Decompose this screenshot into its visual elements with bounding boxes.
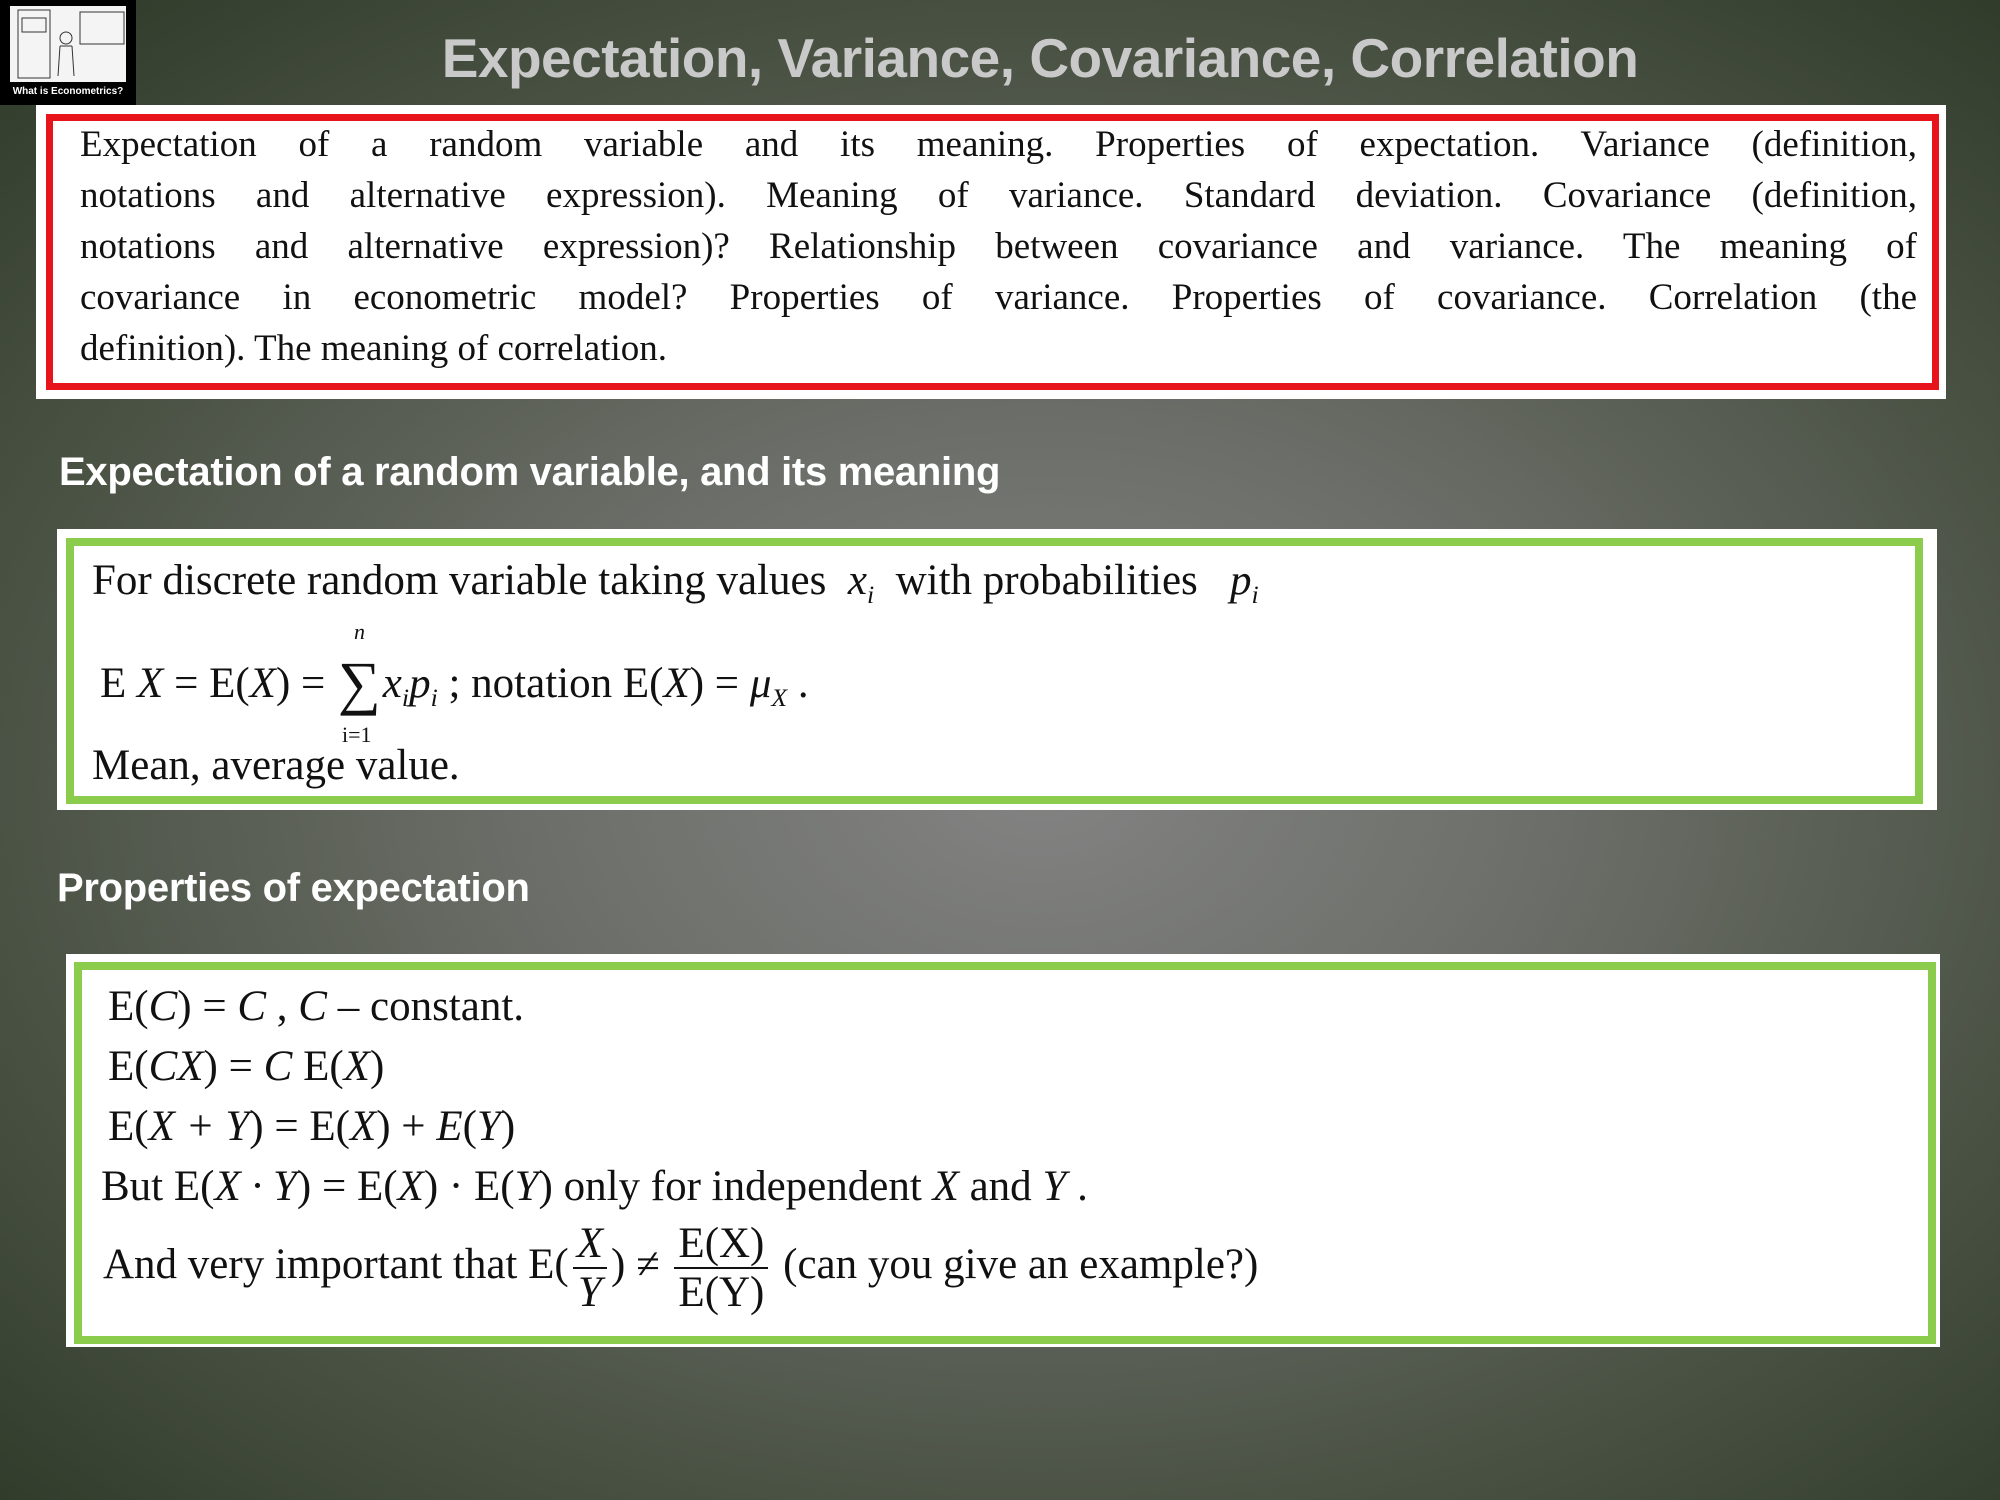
section-heading-expectation: Expectation of a random variable, and it… xyxy=(59,450,1001,494)
property-product: But E(X · Y) = E(X) · E(Y) only for inde… xyxy=(101,1162,1088,1211)
f: ( xyxy=(462,1103,477,1150)
overview-line: Expectation of a random variable and its… xyxy=(80,124,1917,165)
sigma: ∑ xyxy=(338,650,381,716)
summation-icon: ∑ n i=1 xyxy=(338,619,381,747)
logo: What is Econometrics? xyxy=(0,0,136,105)
f: Y xyxy=(1042,1163,1067,1210)
f: – constant. xyxy=(326,983,525,1030)
property-constant: E(C) = C , C – constant. xyxy=(108,982,524,1031)
subscript: X xyxy=(771,683,788,713)
f: X xyxy=(249,660,276,707)
overview-border: Expectation of a random variable and its… xyxy=(46,114,1939,390)
property-additivity: E(X + Y) = E(X) + E(Y) xyxy=(108,1102,515,1151)
numerator: X xyxy=(572,1220,607,1270)
f: X · Y xyxy=(214,1163,297,1210)
f: C xyxy=(263,1043,293,1090)
f: . xyxy=(1066,1163,1088,1210)
overview-line: notations and alternative expression)? R… xyxy=(80,226,1917,267)
cartoon-image xyxy=(10,6,126,82)
f: C xyxy=(148,983,178,1030)
numerator: E(X) xyxy=(674,1220,769,1270)
denominator: Y xyxy=(577,1269,602,1317)
property-scaling: E(CX) = C E(X) xyxy=(108,1042,384,1091)
f: . xyxy=(787,660,809,707)
f: ) = E( xyxy=(296,1163,398,1210)
f: ) xyxy=(369,1043,385,1090)
f: ) only for independent xyxy=(538,1163,933,1210)
sum-lower: i=1 xyxy=(342,722,372,747)
f: E( xyxy=(108,1103,149,1150)
f: C xyxy=(298,983,327,1030)
overview-line: notations and alternative expression). M… xyxy=(80,175,1917,216)
subscript: i xyxy=(866,580,875,610)
f: = E( xyxy=(163,660,250,707)
sum-upper: n xyxy=(354,619,366,644)
f: ) = xyxy=(177,983,238,1030)
denominator: E(Y) xyxy=(678,1269,765,1317)
logo-caption: What is Econometrics? xyxy=(12,86,124,97)
subscript: i xyxy=(1251,580,1259,610)
f: X xyxy=(343,1043,370,1090)
f: E( xyxy=(108,983,149,1030)
f: X xyxy=(137,660,164,707)
f: X + Y xyxy=(148,1103,250,1150)
f: ; notation E( xyxy=(437,660,664,707)
f: ) = xyxy=(203,1043,264,1090)
properties-box: E(C) = C , C – constant. E(CX) = C E(X) … xyxy=(66,954,1940,1347)
f: ) + xyxy=(376,1103,437,1150)
section-heading-properties: Properties of expectation xyxy=(57,866,530,910)
f: ) · E( xyxy=(423,1163,515,1210)
f: ) = E( xyxy=(249,1103,350,1150)
f: X xyxy=(932,1163,959,1210)
f: ) xyxy=(500,1103,516,1150)
f: CX xyxy=(148,1043,204,1090)
subscript: i xyxy=(401,683,410,713)
properties-border: E(C) = C , C – constant. E(CX) = C E(X) … xyxy=(74,962,1936,1344)
f: p xyxy=(409,660,431,707)
fraction-ex-over-ey: E(X) E(Y) xyxy=(674,1220,769,1317)
mean-line: Mean, average value. xyxy=(92,742,460,789)
f: X xyxy=(397,1163,424,1210)
f: ) = xyxy=(689,660,750,707)
expectation-formula: E X = E(X) = ∑ n i=1 xipi ; notation E(X) =… xyxy=(100,619,809,747)
f: E xyxy=(100,660,127,707)
p-i: p xyxy=(1230,557,1252,604)
expectation-border: For discrete random variable taking valu… xyxy=(66,538,1923,804)
f: And very important that E( xyxy=(103,1241,569,1289)
f: E( xyxy=(292,1043,344,1090)
f: and xyxy=(958,1163,1043,1210)
overview-box: Expectation of a random variable and its… xyxy=(36,105,1946,399)
f: Y xyxy=(476,1103,501,1150)
x-i: x xyxy=(847,557,867,604)
expectation-box: For discrete random variable taking valu… xyxy=(57,529,1937,810)
f: (can you give an example?) xyxy=(772,1241,1259,1289)
f: E xyxy=(436,1103,463,1150)
definition-line: For discrete random variable taking valu… xyxy=(92,556,1259,610)
f: ) ≠ xyxy=(611,1241,671,1289)
f: , xyxy=(266,983,299,1030)
f: x xyxy=(382,660,402,707)
with-text: with probabilities xyxy=(895,557,1198,604)
subscript: i xyxy=(430,683,438,713)
f: ) = xyxy=(275,660,337,707)
overview-line: covariance in econometric model? Propert… xyxy=(80,277,1917,318)
f: C xyxy=(237,983,267,1030)
overview-line: definition). The meaning of correlation. xyxy=(80,328,668,369)
slide-title: Expectation, Variance, Covariance, Corre… xyxy=(441,27,1639,89)
f: Y xyxy=(514,1163,539,1210)
f: X xyxy=(349,1103,377,1150)
property-ratio: And very important that E(X Y) ≠ E(X) E(Y)… xyxy=(103,1220,1258,1317)
f: μ xyxy=(749,660,772,707)
f: X xyxy=(663,660,690,707)
intro-text: For discrete random variable taking valu… xyxy=(92,557,827,604)
f: E( xyxy=(108,1043,149,1090)
f: But E( xyxy=(101,1163,215,1210)
